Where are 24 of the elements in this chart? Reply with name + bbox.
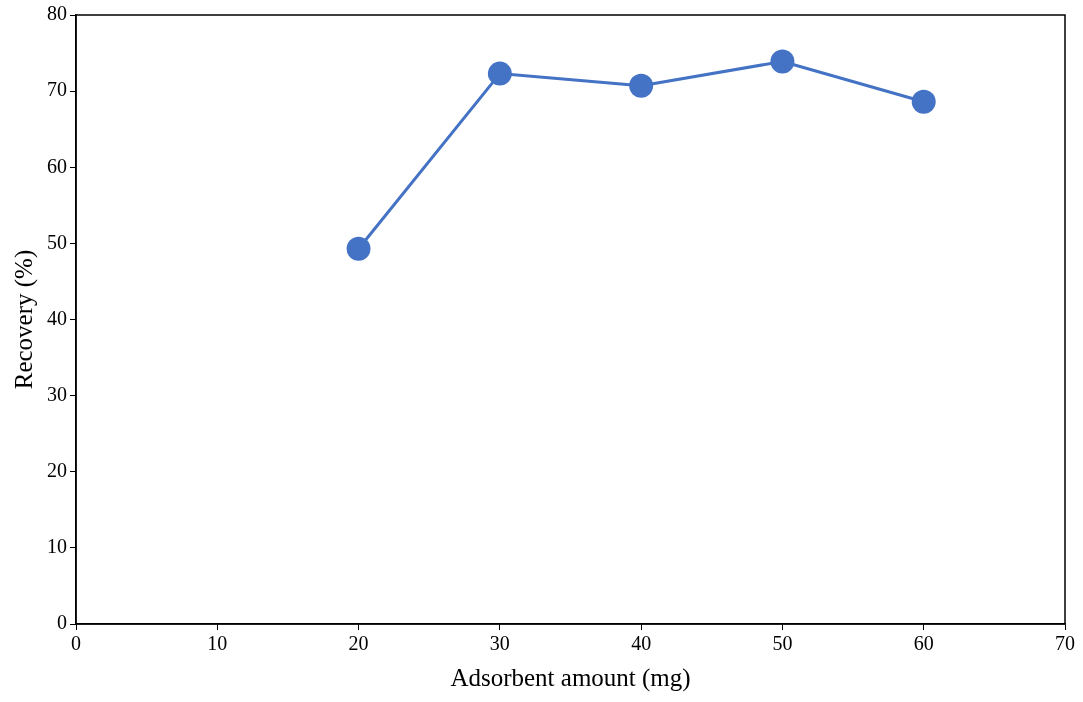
point (346, 236, 371, 261)
x-tick-label: 40 (631, 632, 652, 655)
x-tick-label: 60 (913, 632, 934, 655)
x-tick-label: 70 (1055, 632, 1075, 655)
y-tick-label: 40 (47, 306, 67, 329)
point (629, 73, 654, 98)
y-tick-label: 70 (47, 78, 67, 101)
y-tick-label: 60 (47, 154, 67, 177)
point (770, 49, 795, 74)
y-tick-label: 20 (47, 459, 67, 481)
x-axis-title: Adsorbent amount (mg) (450, 663, 691, 692)
y-tick-label: 0 (57, 611, 67, 634)
y-tick-label: 80 (47, 2, 67, 25)
y-tick-label: 10 (47, 535, 67, 558)
x-tick-label: 50 (772, 632, 793, 655)
x-tick-label: 20 (348, 632, 369, 655)
point (911, 89, 936, 114)
y-tick-label: 50 (47, 230, 67, 253)
y-axis-title: Recovery (%) (9, 249, 38, 390)
x-tick-label: 10 (207, 632, 228, 655)
x-tick-label: 30 (489, 632, 510, 655)
point (487, 61, 512, 86)
x-tick-label: 0 (71, 632, 81, 655)
y-tick-label: 30 (47, 382, 67, 405)
